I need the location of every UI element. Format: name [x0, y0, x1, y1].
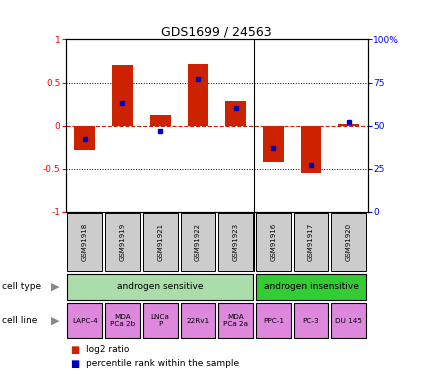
Bar	[74, 126, 95, 150]
Text: GSM91916: GSM91916	[270, 223, 276, 261]
Bar	[294, 303, 329, 338]
Text: GSM91923: GSM91923	[232, 223, 238, 261]
Bar	[225, 102, 246, 126]
Title: GDS1699 / 24563: GDS1699 / 24563	[162, 25, 272, 38]
Bar	[105, 303, 140, 338]
Text: DU 145: DU 145	[335, 318, 362, 324]
Text: cell type: cell type	[2, 282, 41, 291]
Bar	[338, 124, 359, 126]
Bar	[256, 274, 366, 300]
Bar	[263, 126, 284, 162]
Bar	[256, 303, 291, 338]
Bar	[294, 213, 329, 271]
Text: PC-3: PC-3	[303, 318, 319, 324]
Bar	[68, 213, 102, 271]
Bar	[218, 303, 253, 338]
Text: MDA
PCa 2b: MDA PCa 2b	[110, 314, 135, 327]
Text: ▶: ▶	[51, 316, 60, 326]
Bar	[187, 63, 208, 126]
Text: cell line: cell line	[2, 316, 37, 325]
Bar	[143, 303, 178, 338]
Text: GSM91918: GSM91918	[82, 223, 88, 261]
Text: PPC-1: PPC-1	[263, 318, 284, 324]
Bar	[150, 115, 170, 126]
Text: LAPC-4: LAPC-4	[72, 318, 98, 324]
Bar	[68, 274, 253, 300]
Text: percentile rank within the sample: percentile rank within the sample	[86, 359, 239, 368]
Text: log2 ratio: log2 ratio	[86, 345, 130, 354]
Bar	[112, 65, 133, 126]
Bar	[332, 213, 366, 271]
Text: GSM91922: GSM91922	[195, 223, 201, 261]
Bar	[181, 213, 215, 271]
Text: GSM91920: GSM91920	[346, 223, 352, 261]
Bar	[332, 303, 366, 338]
Text: androgen sensitive: androgen sensitive	[117, 282, 204, 291]
Bar	[300, 126, 321, 173]
Bar	[218, 213, 253, 271]
Text: ▶: ▶	[51, 282, 60, 292]
Bar	[105, 213, 140, 271]
Text: GSM91921: GSM91921	[157, 223, 163, 261]
Text: GSM91917: GSM91917	[308, 223, 314, 261]
Text: ■: ■	[70, 345, 79, 354]
Text: LNCa
P: LNCa P	[151, 314, 170, 327]
Bar	[68, 303, 102, 338]
Text: GSM91919: GSM91919	[119, 223, 125, 261]
Text: MDA
PCa 2a: MDA PCa 2a	[223, 314, 248, 327]
Bar	[143, 213, 178, 271]
Bar	[181, 303, 215, 338]
Bar	[256, 213, 291, 271]
Text: androgen insensitive: androgen insensitive	[264, 282, 358, 291]
Text: 22Rv1: 22Rv1	[186, 318, 210, 324]
Text: ■: ■	[70, 359, 79, 369]
